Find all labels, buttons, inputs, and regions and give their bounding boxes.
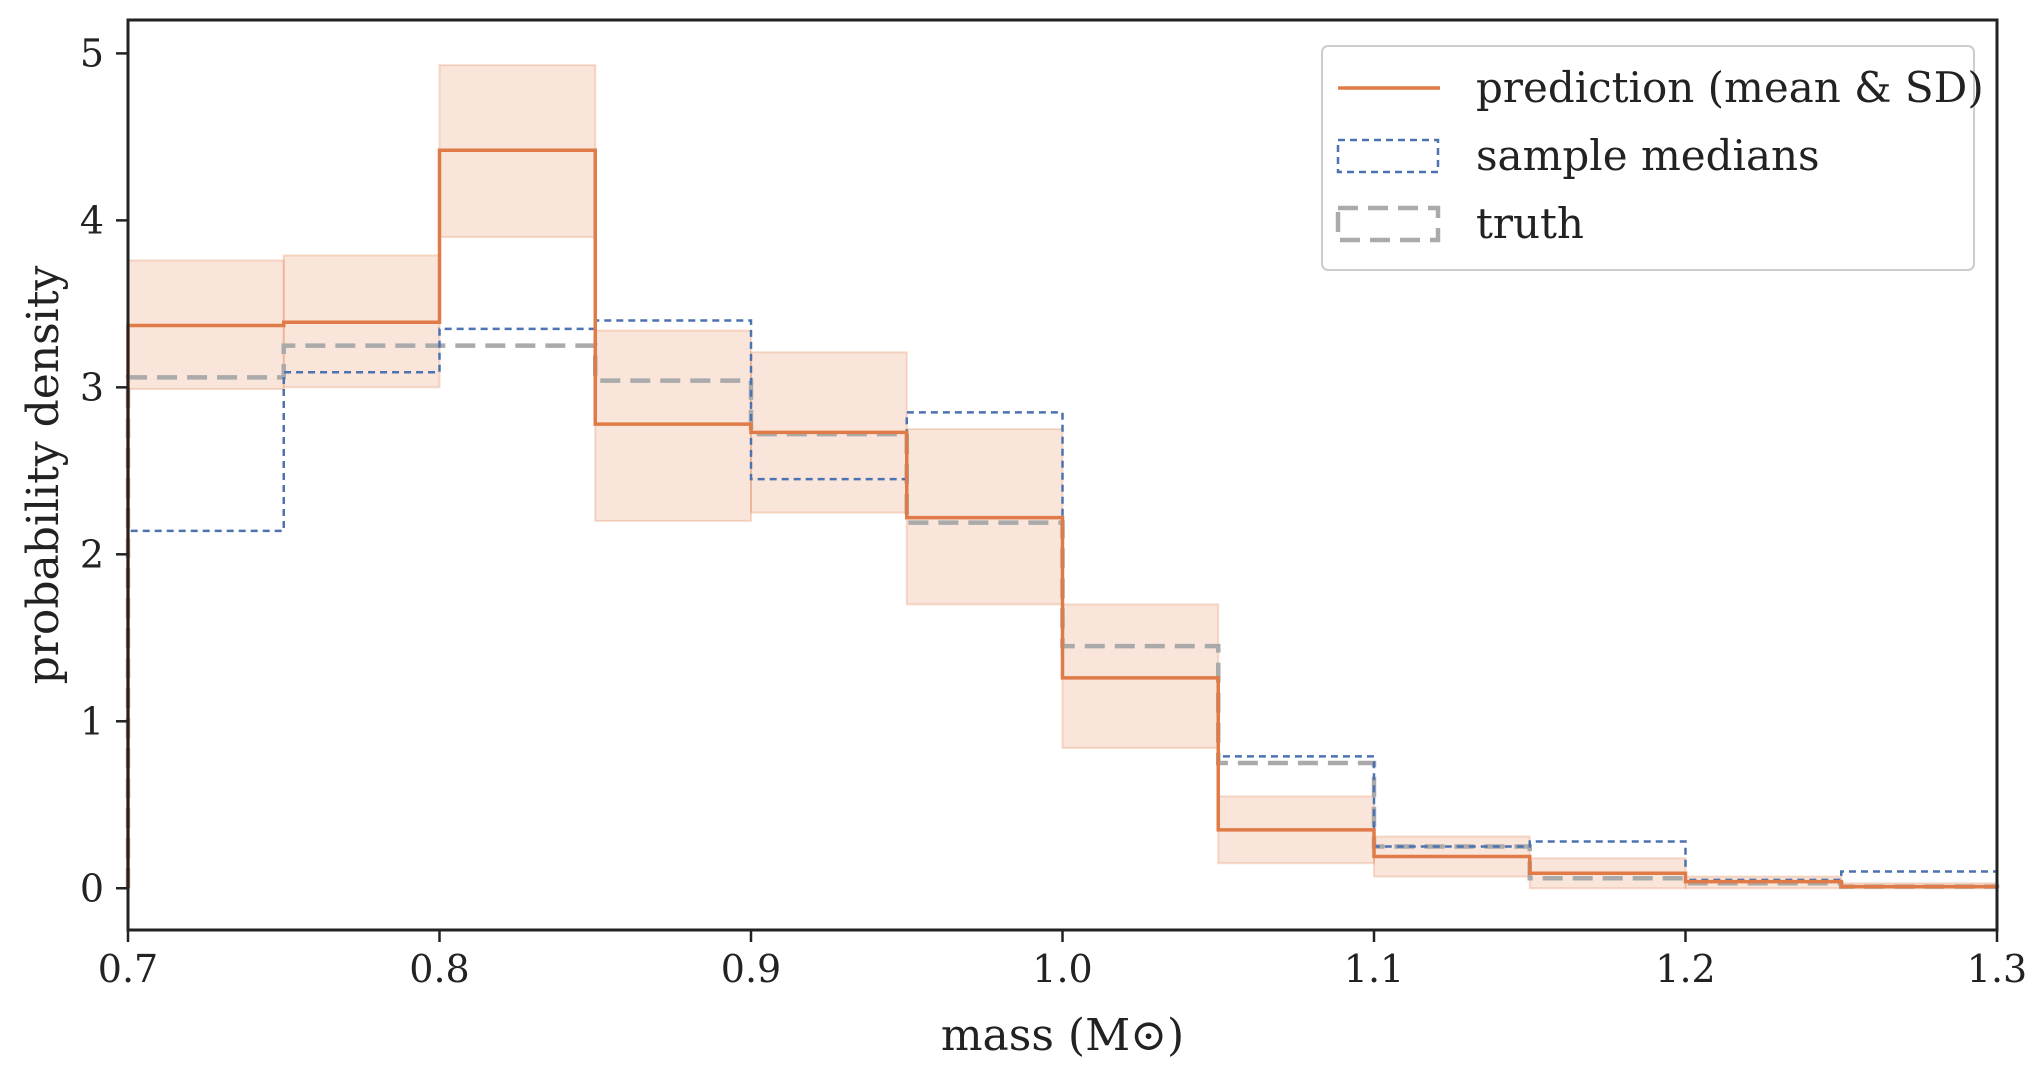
series-lines	[125, 148, 2000, 889]
y-tick-label-2: 2	[80, 532, 104, 576]
x-tick-label-0: 0.7	[98, 947, 158, 991]
x-axis-label: mass (M⊙)	[941, 1010, 1184, 1061]
x-tick-label-6: 1.3	[1967, 947, 2027, 991]
legend-label-sample-medians: sample medians	[1476, 131, 1820, 180]
x-tick-label-5: 1.2	[1655, 947, 1715, 991]
legend: prediction (mean & SD) sample medians trut…	[1321, 45, 1984, 271]
x-tick-label-1: 0.8	[409, 947, 469, 991]
x-tick-label-2: 0.9	[721, 947, 781, 991]
legend-swatch-truth	[1335, 205, 1441, 243]
legend-label-truth: truth	[1476, 199, 1584, 248]
y-tick-label-0: 0	[80, 866, 104, 910]
series-line-prediction-mean-sd	[126, 148, 1999, 889]
x-tick-label-4: 1.1	[1344, 947, 1404, 991]
y-tick-label-3: 3	[80, 365, 104, 409]
y-axis: 0 1 2 3 4 5	[80, 31, 128, 910]
y-tick-label-1: 1	[80, 699, 104, 743]
x-tick-label-3: 1.0	[1032, 947, 1092, 991]
x-axis: 0.7 0.8 0.9 1.0 1.1 1.2 1.3	[98, 930, 2027, 991]
legend-box	[1321, 45, 1975, 271]
y-tick-label-4: 4	[80, 198, 104, 242]
y-tick-label-5: 5	[80, 31, 104, 75]
y-axis-label: probability density	[18, 265, 69, 684]
legend-swatch-sample-medians	[1336, 138, 1440, 174]
legend-label-prediction-mean-sd: prediction (mean & SD)	[1476, 63, 1984, 112]
